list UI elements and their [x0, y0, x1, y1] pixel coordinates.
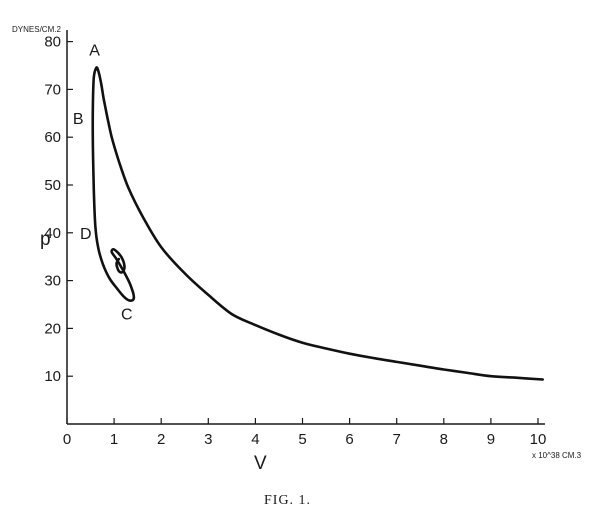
figure-caption: FIG. 1. [264, 493, 311, 508]
x-tick-label: 9 [487, 431, 495, 448]
x-tick-label: 7 [393, 431, 401, 448]
x-tick-label: 8 [440, 431, 448, 448]
x-tick-label: 5 [298, 431, 306, 448]
y-tick-label: 80 [44, 34, 61, 51]
y-axis-title: p [40, 229, 51, 250]
x-ticks: 0 1 2 3 4 5 6 7 8 9 10 [63, 418, 547, 448]
y-tick-label: 30 [44, 273, 61, 290]
y-tick-label: 20 [44, 320, 61, 337]
point-annotations: A B C D [73, 43, 133, 324]
point-label-d: D [80, 226, 92, 243]
x-tick-label: 0 [63, 431, 71, 448]
point-label-a: A [89, 43, 100, 60]
y-tick-label: 10 [44, 368, 61, 385]
x-unit-label: x 10^38 CM.3 [532, 451, 582, 460]
x-tick-label: 2 [157, 431, 165, 448]
y-tick-label: 50 [44, 177, 61, 194]
x-tick-label: 6 [345, 431, 353, 448]
y-tick-label: 60 [44, 129, 61, 146]
point-label-b: B [73, 111, 84, 128]
axes [66, 30, 545, 425]
y-tick-label: 70 [44, 81, 61, 98]
y-unit-label: DYNES/CM.2 [12, 25, 61, 34]
point-label-c: C [121, 307, 133, 324]
x-axis-title: V [254, 453, 267, 474]
x-tick-label: 4 [251, 431, 259, 448]
x-tick-label: 3 [204, 431, 212, 448]
y-tick-label: 40 [44, 225, 61, 242]
pressure-volume-curve [91, 66, 544, 381]
y-ticks: 10 20 30 40 50 60 70 80 [44, 34, 73, 385]
x-tick-label: 10 [530, 431, 547, 448]
x-tick-label: 1 [110, 431, 118, 448]
